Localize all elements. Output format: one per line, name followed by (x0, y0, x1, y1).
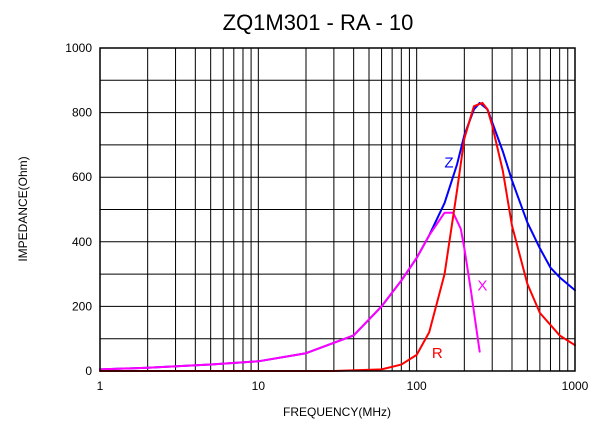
y-axis-label: IMPEDANCE(Ohm) (16, 156, 30, 261)
chart-title: ZQ1M301 - RA - 10 (223, 10, 414, 35)
y-tick-label: 200 (72, 299, 92, 313)
series-layer (99, 101, 576, 372)
series-line-z (99, 101, 576, 371)
series-line-r (99, 101, 576, 372)
x-axis-label: FREQUENCY(MHz) (283, 405, 391, 419)
y-tick-label: 0 (85, 364, 92, 378)
axis-ticks: 1 10 100 1000 0 200 400 600 800 1000 (65, 41, 588, 393)
x-tick-label: 10 (252, 379, 266, 393)
y-tick-label: 400 (72, 235, 92, 249)
series-label-x: X (477, 277, 487, 294)
series-label-z: Z (444, 155, 453, 172)
chart-grid (100, 48, 575, 371)
series-label-r: R (432, 345, 443, 362)
x-tick-label: 1000 (562, 379, 589, 393)
series-line-x (99, 211, 481, 371)
plot-frame (99, 47, 576, 372)
x-tick-label: 100 (407, 379, 427, 393)
y-tick-label: 1000 (65, 41, 92, 55)
y-tick-label: 600 (72, 170, 92, 184)
series-labels: Z X R (432, 155, 487, 363)
y-tick-label: 800 (72, 106, 92, 120)
x-tick-label: 1 (97, 379, 104, 393)
